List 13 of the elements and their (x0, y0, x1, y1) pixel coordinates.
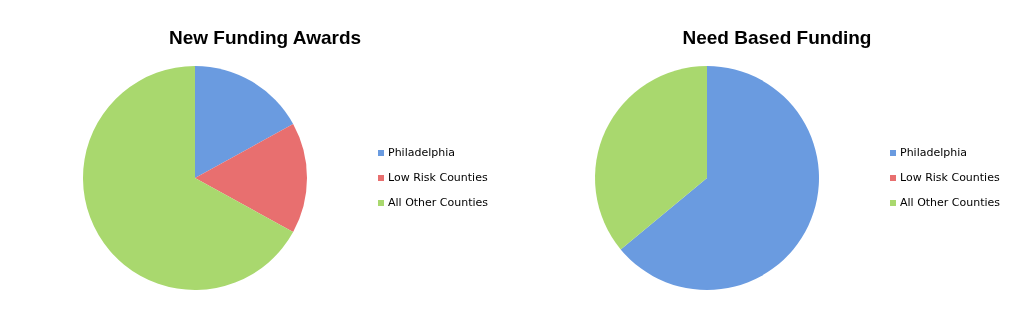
chart-title: New Funding Awards (168, 27, 362, 48)
legend-label: All Other Counties (900, 196, 1001, 209)
legend-label: Low Risk Counties (388, 171, 488, 184)
legend-label: Low Risk Counties (900, 171, 1000, 184)
pie-slice (83, 66, 294, 290)
pie-slice (595, 66, 707, 250)
pie-slice (195, 66, 294, 178)
pie-slice (620, 66, 819, 290)
legend-label: All Other Counties (388, 196, 489, 209)
pie-slice (195, 124, 307, 232)
chart-title: Need Based Funding (682, 27, 872, 48)
legend-label: Philadelphia (388, 146, 456, 159)
legend-label: Philadelphia (900, 146, 968, 159)
